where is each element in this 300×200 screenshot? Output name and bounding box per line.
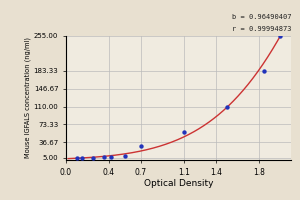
Point bbox=[122, 154, 127, 157]
Point bbox=[139, 144, 143, 147]
Point bbox=[109, 155, 113, 158]
Text: b = 0.96490407: b = 0.96490407 bbox=[232, 14, 291, 20]
Y-axis label: Mouse IGFALS concentration (ng/ml): Mouse IGFALS concentration (ng/ml) bbox=[24, 38, 31, 158]
Point bbox=[224, 105, 229, 108]
Point bbox=[80, 156, 85, 159]
Point bbox=[262, 69, 267, 72]
X-axis label: Optical Density: Optical Density bbox=[144, 179, 213, 188]
Point bbox=[74, 156, 79, 159]
Point bbox=[278, 34, 283, 38]
Text: r = 0.99994873: r = 0.99994873 bbox=[232, 26, 291, 32]
Point bbox=[182, 130, 186, 133]
Point bbox=[101, 156, 106, 159]
Point bbox=[90, 156, 95, 159]
